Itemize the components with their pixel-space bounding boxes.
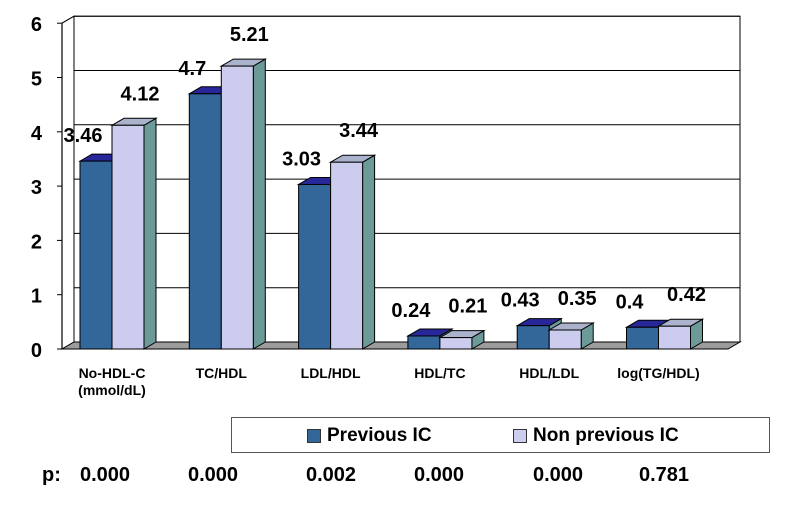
p-value: 0.000 — [533, 464, 584, 486]
bar — [79, 160, 113, 350]
data-label: 5.21 — [230, 24, 269, 46]
legend-swatch-non-previous-ic — [513, 429, 527, 443]
x-tick-label: log(TG/HDL) — [617, 365, 699, 381]
data-label: 0.42 — [667, 284, 706, 306]
y-tick-label: 4 — [31, 123, 43, 145]
legend-item-non-previous-ic: Non previous IC — [513, 425, 679, 447]
x-tick-label: TC/HDL — [196, 365, 248, 381]
y-tick-label: 3 — [31, 177, 42, 199]
data-label: 0.24 — [391, 300, 431, 322]
x-tick-label: HDL/TC — [414, 365, 465, 381]
bar-chart: 0 1 2 3 4 5 6 3.46 4.12 No-HDL-C(mmol/dL) 4.7 5.21 T… — [31, 14, 742, 398]
data-label: 0.35 — [558, 288, 597, 310]
legend-label-previous-ic: Previous IC — [327, 425, 432, 446]
plot-side-wall — [61, 15, 75, 350]
data-label: 3.44 — [339, 120, 379, 142]
bar — [658, 325, 691, 350]
data-label: 0.43 — [501, 290, 540, 312]
y-tick-label: 0 — [31, 340, 42, 362]
y-tick-label: 1 — [31, 286, 42, 308]
data-label: 4.7 — [178, 58, 206, 80]
data-label: 3.03 — [282, 148, 321, 170]
x-tick-label: (mmol/dL) — [78, 382, 146, 398]
p-value: 0.000 — [80, 464, 131, 486]
p-value: 0.002 — [306, 464, 357, 486]
bar — [548, 329, 582, 350]
bar — [220, 65, 254, 350]
y-tick-label: 6 — [31, 14, 42, 36]
bar — [626, 326, 659, 350]
bar — [111, 124, 145, 350]
data-label: 4.12 — [121, 83, 160, 105]
bar-side — [362, 154, 376, 350]
y-tick-label: 2 — [31, 231, 42, 253]
bar-side — [252, 58, 266, 350]
p-value: 0.000 — [414, 464, 465, 486]
bar-side — [143, 117, 157, 350]
x-tick-label: HDL/LDL — [519, 365, 579, 381]
legend: Previous IC Non previous IC — [231, 417, 770, 453]
bar — [330, 161, 364, 350]
bar — [407, 335, 441, 350]
bar — [298, 183, 332, 350]
bar — [439, 337, 473, 350]
p-value-label: p: — [42, 464, 61, 486]
data-label: 3.46 — [64, 125, 103, 147]
legend-label-non-previous-ic: Non previous IC — [533, 425, 679, 446]
p-value-row: p: 0.000 0.000 0.002 0.000 0.000 0.781 — [0, 464, 786, 494]
legend-swatch-previous-ic — [307, 429, 321, 443]
x-tick-label: LDL/HDL — [301, 365, 361, 381]
p-value: 0.781 — [639, 464, 690, 486]
legend-item-previous-ic: Previous IC — [307, 425, 432, 447]
data-label: 0.21 — [448, 296, 487, 318]
x-tick-label: No-HDL-C — [79, 365, 146, 381]
bar — [516, 325, 550, 350]
bar — [188, 93, 222, 350]
y-tick-label: 5 — [31, 69, 42, 91]
p-value: 0.000 — [188, 464, 239, 486]
data-label: 0.4 — [616, 291, 645, 313]
